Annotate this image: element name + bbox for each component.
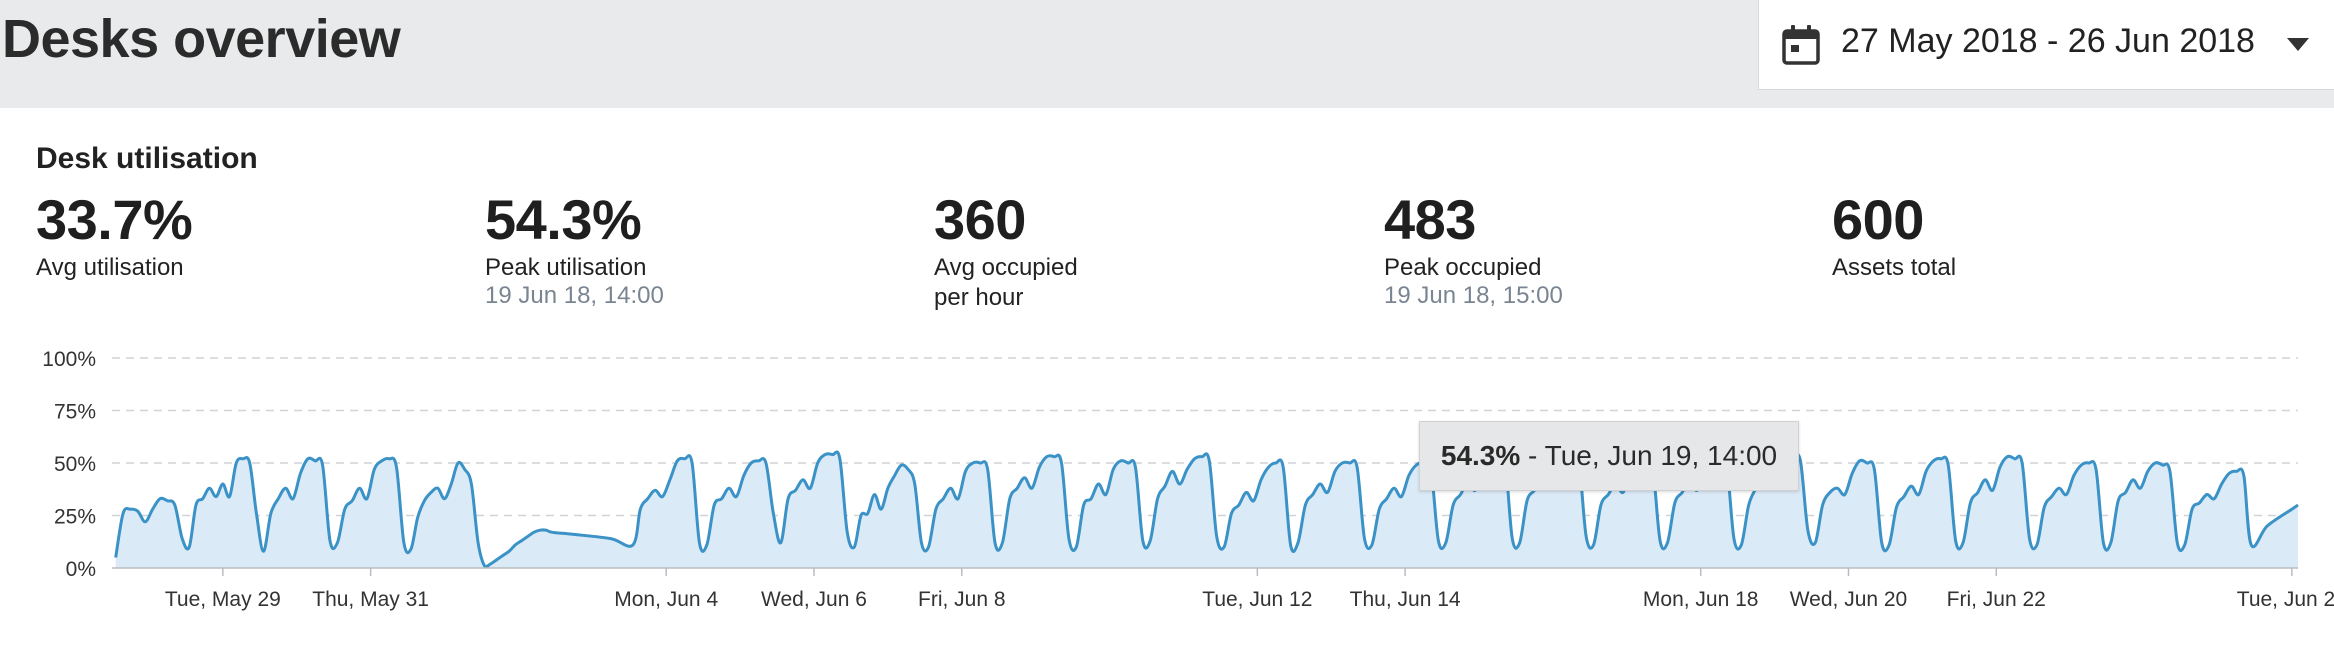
stat-avg-occupied: 360 Avg occupied per hour (934, 188, 1078, 312)
y-tick-label: 100% (42, 348, 96, 371)
stat-peak-occupied: 483 Peak occupied 19 Jun 18, 15:00 (1384, 188, 1563, 310)
x-tick-label: Tue, Jun 12 (1202, 588, 1312, 611)
section-title: Desk utilisation (36, 142, 258, 175)
date-range-picker[interactable]: 27 May 2018 - 26 Jun 2018 (1758, 0, 2334, 90)
stat-value: 33.7% (36, 188, 193, 251)
stat-label-line2: per hour (934, 284, 1024, 311)
tooltip-value: 54.3% (1440, 440, 1521, 471)
chevron-down-icon (2287, 38, 2309, 51)
x-tick-label: Wed, Jun 20 (1790, 588, 1908, 611)
y-tick-label: 75% (54, 401, 96, 424)
x-tick-label: Tue, Jun 26 (2237, 588, 2334, 611)
calendar-icon (1782, 25, 1820, 65)
stat-timestamp: 19 Jun 18, 14:00 (485, 282, 664, 309)
area-fill (115, 451, 2299, 568)
x-tick-label: Fri, Jun 8 (918, 588, 1006, 611)
x-tick-label: Wed, Jun 6 (761, 588, 867, 611)
x-tick-label: Mon, Jun 18 (1643, 588, 1759, 611)
stat-label: Peak occupied (1384, 254, 1542, 281)
x-tick-label: Mon, Jun 4 (614, 588, 718, 611)
stat-label: Avg utilisation (36, 254, 184, 281)
x-tick-label: Tue, May 29 (165, 588, 281, 611)
y-tick-label: 0% (66, 558, 96, 581)
stat-assets-total: 600 Assets total (1832, 188, 1956, 282)
chart-tooltip: 54.3% - Tue, Jun 19, 14:00 (1419, 421, 1799, 491)
x-tick-label: Fri, Jun 22 (1947, 588, 2046, 611)
x-tick-label: Thu, May 31 (312, 588, 429, 611)
page-title: Desks overview (2, 9, 401, 69)
stat-peak-utilisation: 54.3% Peak utilisation 19 Jun 18, 14:00 (485, 188, 664, 310)
stat-label: Assets total (1832, 254, 1957, 281)
stat-avg-utilisation: 33.7% Avg utilisation (36, 188, 193, 282)
stat-label: Avg occupied (934, 254, 1078, 281)
stat-label: Peak utilisation (485, 254, 647, 281)
series-line (114, 449, 2299, 569)
stat-value: 600 (1832, 188, 1924, 251)
y-tick-label: 25% (54, 506, 96, 529)
stat-value: 54.3% (485, 188, 642, 251)
x-tick-label: Thu, Jun 14 (1350, 588, 1461, 611)
tooltip-text: - Tue, Jun 19, 14:00 (1520, 440, 1778, 471)
stat-value: 360 (934, 188, 1026, 251)
stat-timestamp: 19 Jun 18, 15:00 (1384, 282, 1563, 309)
stat-value: 483 (1384, 188, 1476, 251)
date-range-value: 27 May 2018 - 26 Jun 2018 (1841, 22, 2255, 60)
utilisation-chart[interactable]: 0% 25% 50% 75% 100% Tue, May 29 Thu, May 31 Mon… (0, 340, 2334, 652)
page-header: Desks overview 27 May 2018 - 26 Jun 2018 (0, 0, 2334, 108)
y-tick-label: 50% (54, 453, 96, 476)
